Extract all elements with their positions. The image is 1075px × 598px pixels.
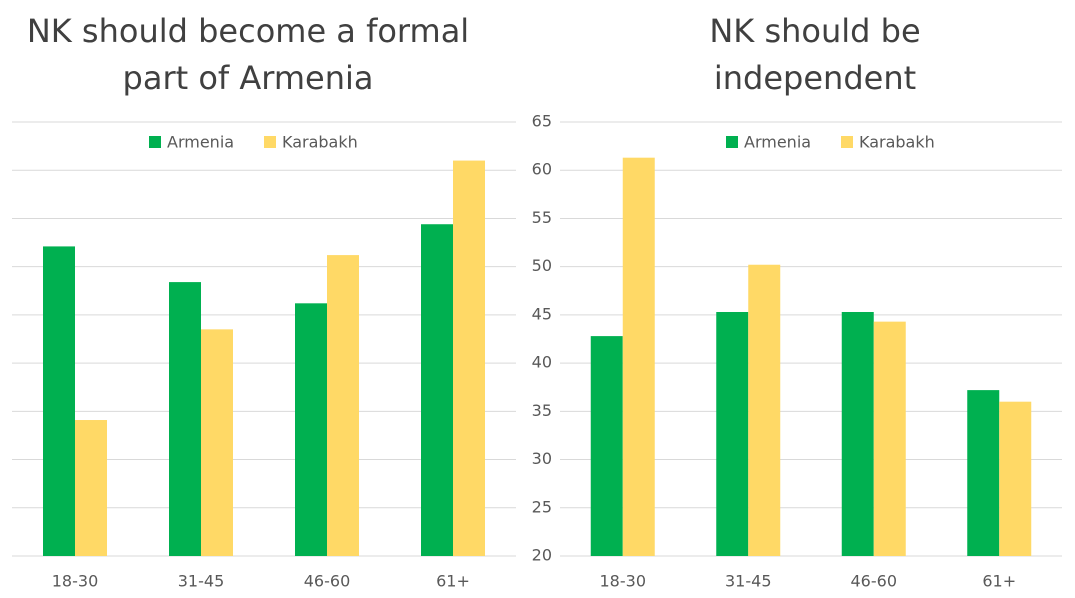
- y-tick-label: 60: [532, 160, 552, 179]
- bar: [169, 282, 201, 556]
- legend-swatch: [726, 136, 738, 148]
- legend-swatch: [264, 136, 276, 148]
- bar: [622, 157, 655, 556]
- y-tick-label: 25: [532, 497, 552, 516]
- x-tick-label: 18-30: [52, 572, 99, 591]
- bar: [967, 390, 1000, 556]
- y-tick-label: 45: [532, 304, 552, 323]
- y-tick-label: 50: [532, 256, 552, 275]
- chart-title: independent: [714, 59, 916, 97]
- bar: [716, 311, 749, 556]
- x-tick-label: 31-45: [178, 572, 225, 591]
- x-tick-label: 61+: [436, 572, 470, 591]
- legend-label: Karabakh: [859, 133, 935, 152]
- bar: [201, 329, 233, 556]
- bar: [748, 264, 781, 556]
- y-tick-label: 40: [532, 353, 552, 372]
- bar: [327, 255, 359, 557]
- bar: [75, 420, 107, 556]
- bar: [841, 311, 874, 556]
- legend-bg: [139, 128, 379, 156]
- chart-title: NK should be: [709, 12, 920, 50]
- x-tick-label: 18-30: [600, 572, 647, 591]
- y-tick-label: 35: [532, 401, 552, 420]
- y-tick-label: 30: [532, 449, 552, 468]
- bar: [421, 224, 453, 556]
- x-tick-label: 46-60: [851, 572, 898, 591]
- bar: [590, 336, 623, 556]
- x-tick-label: 46-60: [304, 572, 351, 591]
- y-tick-label: 65: [532, 112, 552, 131]
- legend-bg: [716, 128, 956, 156]
- chart-title: part of Armenia: [123, 59, 374, 97]
- chart-title: NK should become a formal: [27, 12, 469, 50]
- bar: [295, 303, 327, 556]
- x-tick-label: 31-45: [725, 572, 772, 591]
- legend-swatch: [149, 136, 161, 148]
- y-tick-label: 55: [532, 208, 552, 227]
- legend-swatch: [841, 136, 853, 148]
- y-tick-label: 20: [532, 546, 552, 565]
- legend-label: Karabakh: [282, 133, 358, 152]
- bar: [873, 321, 906, 556]
- bar: [453, 160, 485, 557]
- legend-label: Armenia: [744, 133, 811, 152]
- legend-label: Armenia: [167, 133, 234, 152]
- x-tick-label: 61+: [982, 572, 1016, 591]
- bar: [999, 401, 1032, 556]
- bar: [43, 246, 75, 556]
